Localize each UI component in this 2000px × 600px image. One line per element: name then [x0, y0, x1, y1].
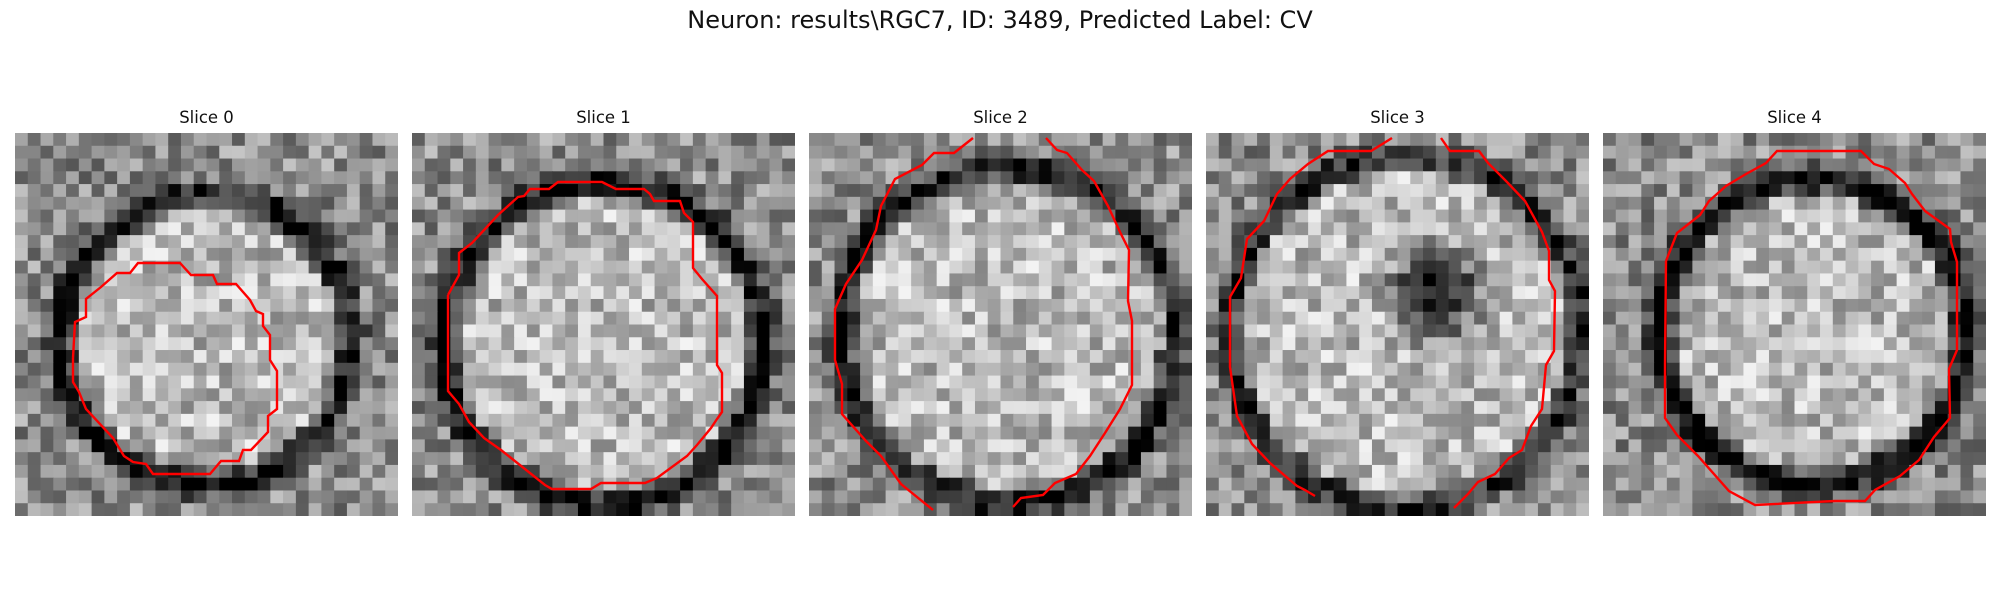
segmentation-contour — [1228, 136, 1393, 498]
slice-panel-1: Slice 1 — [412, 106, 795, 516]
slice-panel-0: Slice 0 — [15, 106, 398, 516]
microscopy-pixels — [809, 133, 1192, 516]
segmentation-contour — [446, 180, 724, 491]
slice-image — [15, 133, 398, 516]
figure-title: Neuron: results\RGC7, ID: 3489, Predicte… — [687, 6, 1313, 34]
segmentation-contour — [1663, 149, 1959, 507]
slice-title: Slice 0 — [179, 108, 234, 127]
slice-image — [412, 133, 795, 516]
segmentation-contour — [1012, 137, 1134, 508]
slice-image — [1206, 133, 1589, 516]
slice-title: Slice 2 — [973, 108, 1028, 127]
microscopy-pixels — [15, 133, 398, 516]
microscopy-pixels — [1206, 133, 1589, 516]
slice-title: Slice 4 — [1767, 108, 1822, 127]
slice-panel-4: Slice 4 — [1603, 106, 1986, 516]
slice-title: Slice 3 — [1370, 108, 1425, 127]
slice-image — [809, 133, 1192, 516]
microscopy-pixels — [412, 133, 795, 516]
slice-title: Slice 1 — [576, 108, 631, 127]
slice-image — [1603, 133, 1986, 516]
slice-panel-2: Slice 2 — [809, 106, 1192, 516]
microscopy-pixels — [1603, 133, 1986, 516]
segmentation-contour — [1440, 137, 1557, 509]
segmentation-contour — [71, 261, 279, 476]
segmentation-contour — [833, 137, 974, 511]
slice-panel-3: Slice 3 — [1206, 106, 1589, 516]
